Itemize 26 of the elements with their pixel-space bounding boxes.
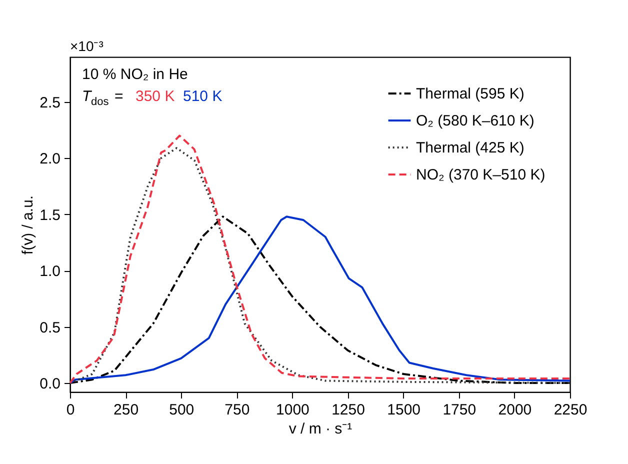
- x-tick-label: 750: [224, 402, 250, 418]
- y-tick-label: 1.0: [40, 263, 60, 280]
- text: ×10⁻³: [70, 38, 104, 54]
- x-tick-label: 0: [66, 402, 75, 418]
- x-tick-label: 1750: [442, 402, 476, 418]
- y-tick-label: 0.5: [40, 319, 60, 336]
- legend-label: O₂ (580 K–610 K): [416, 112, 534, 130]
- x-tick-label: 2250: [554, 402, 588, 418]
- legend-label: Thermal (425 K): [416, 140, 524, 156]
- y-tick-label: 2.0: [40, 150, 60, 168]
- x-tick-label: 250: [114, 402, 139, 418]
- x-tick-label: 1250: [332, 402, 365, 418]
- legend-label: Thermal (595 K): [416, 86, 524, 102]
- x-tick-label: 1000: [276, 402, 310, 418]
- x-tick-label: 500: [169, 402, 194, 418]
- y-tick-label: 2.5: [40, 94, 60, 112]
- annotation: 510 K: [183, 88, 222, 105]
- x-axis-title: v / m · s⁻¹: [288, 420, 352, 438]
- x-tick-label: 2000: [498, 402, 532, 418]
- y-axis-title: f(v) / a.u.: [20, 195, 37, 255]
- y-tick-label: 1.5: [40, 206, 60, 224]
- y-tick-label: 0.0: [40, 376, 60, 393]
- annotation: 350 K: [136, 88, 175, 105]
- legend-label: NO₂ (370 K–510 K): [416, 166, 546, 184]
- annotation: 10 % NO₂ in He: [82, 66, 188, 83]
- x-tick-label: 1500: [387, 402, 421, 418]
